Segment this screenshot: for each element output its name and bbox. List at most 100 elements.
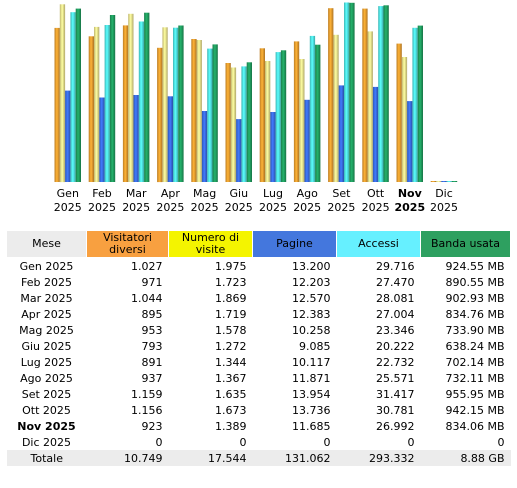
table-row: Mar 2025 1.044 1.869 12.570 28.081 902.93 MB (7, 290, 511, 306)
x-tick-label-month: Mar (126, 187, 147, 200)
cell-visitatori: 891 (141, 355, 163, 369)
monthly-history-chart: Gen 2025 Feb 2025 Mar 2025 Apr 2025 Mag 2025 Giu 20… (0, 0, 517, 222)
bar-visitatori-diversi-mag (191, 39, 197, 182)
table-row: Ott 2025 1.156 1.673 13.736 30.781 942.15 MB (7, 402, 511, 418)
cell-accessi: 293.332 (336, 450, 421, 466)
cell-accessi: 29.716 (376, 259, 415, 273)
bar-banda-usata-nov (417, 25, 423, 182)
header-visite: Numero di visite (168, 230, 253, 258)
cell-pagine: 10.258 (292, 323, 331, 337)
cell-visitatori: 1.044 (131, 291, 163, 305)
table-row: Set 2025 1.159 1.635 13.954 31.417 955.95 MB (7, 386, 511, 402)
table-body: Gen 2025 1.027 1.975 13.200 29.716 924.55 MB F… (6, 258, 511, 466)
cell-visitatori: 793 (141, 339, 163, 353)
x-tick-label-year: 2025 (88, 201, 116, 214)
cell-mese: Lug 2025 (20, 355, 73, 369)
x-tick-label-year: 2025 (259, 201, 287, 214)
bar-accessi-set (344, 2, 350, 182)
cell-pagine: 0 (323, 435, 331, 449)
cell-visite: 1.578 (215, 323, 247, 337)
cell-pagine: 13.200 (292, 259, 331, 273)
cell-accessi: 26.992 (376, 419, 415, 433)
cell-accessi: 27.470 (376, 275, 415, 289)
cell-visitatori: 1.156 (131, 403, 163, 417)
table-row: Giu 2025 793 1.272 9.085 20.222 638.24 MB (7, 338, 511, 354)
cell-pagine: 13.954 (292, 387, 331, 401)
bar-numero-di-visite-mag (196, 40, 202, 182)
bar-accessi-apr (173, 27, 179, 183)
cell-pagine: 13.736 (292, 403, 331, 417)
cell-banda: 902.93 MB (445, 291, 505, 305)
header-accessi: Accessi (336, 230, 421, 258)
cell-mese: Ago 2025 (20, 371, 73, 385)
bar-accessi-mar (138, 21, 145, 182)
x-tick-label-year: 2025 (191, 201, 219, 214)
cell-visite: 1.635 (215, 387, 247, 401)
table-row: Ago 2025 937 1.367 11.871 25.571 732.11 MB (7, 370, 511, 386)
x-tick-label-year: 2025 (327, 201, 355, 214)
table-row: Apr 2025 895 1.719 12.383 27.004 834.76 MB (7, 306, 511, 322)
cell-accessi: 28.081 (376, 291, 415, 305)
cell-mese: Totale (6, 450, 87, 466)
x-tick-label-month: Feb (92, 187, 111, 200)
bar-pagine-lug (270, 112, 276, 182)
bar-accessi-mag (207, 48, 213, 182)
cell-accessi: 0 (407, 435, 415, 449)
cell-banda: 924.55 MB (445, 259, 505, 273)
bar-numero-di-visite-feb (94, 26, 100, 183)
cell-accessi: 20.222 (376, 339, 415, 353)
table-row: Nov 2025 923 1.389 11.685 26.992 834.06 MB (7, 418, 511, 434)
table-header-row: Mese Visitatori diversi Numero di visite… (6, 230, 511, 258)
cell-banda: 733.90 MB (445, 323, 505, 337)
cell-banda: 834.76 MB (445, 307, 505, 321)
cell-banda: 8.88 GB (420, 450, 511, 466)
bar-banda-usata-dic (451, 181, 458, 182)
cell-accessi: 27.004 (376, 307, 415, 321)
cell-visitatori: 1.159 (131, 387, 163, 401)
bar-accessi-gen (70, 12, 76, 183)
bar-numero-di-visite-giu (230, 67, 237, 182)
bar-visitatori-diversi-feb (88, 36, 94, 182)
bar-accessi-giu (241, 66, 247, 182)
x-tick-label-year: 2025 (54, 201, 82, 214)
total-row: Totale 10.749 17.544 131.062 293.332 8.88 GB (6, 450, 511, 466)
bar-banda-usata-gen (75, 8, 81, 182)
cell-banda: 638.24 MB (445, 339, 505, 353)
cell-visite: 1.869 (215, 291, 247, 305)
x-tick-label-year: 2025 (122, 201, 150, 214)
bar-banda-usata-feb (109, 15, 116, 182)
bar-numero-di-visite-set (333, 34, 339, 182)
cell-mese: Giu 2025 (21, 339, 72, 353)
bar-banda-usata-mag (212, 44, 218, 183)
cell-pagine: 131.062 (252, 450, 337, 466)
cell-mese: Mar 2025 (20, 291, 73, 305)
bar-pagine-gen (65, 90, 71, 182)
cell-visitatori: 895 (141, 307, 163, 321)
cell-accessi: 23.346 (376, 323, 415, 337)
x-tick-label-month: Lug (263, 187, 283, 200)
bar-pagine-ott (372, 86, 379, 182)
cell-banda: 702.14 MB (445, 355, 505, 369)
bar-visitatori-diversi-lug (259, 48, 265, 182)
cell-visite: 1.367 (215, 371, 247, 385)
bar-visitatori-diversi-giu (225, 63, 231, 182)
cell-pagine: 9.085 (299, 339, 331, 353)
cell-mese: Apr 2025 (21, 307, 72, 321)
bar-numero-di-visite-mar (128, 13, 134, 182)
bar-pagine-giu (236, 119, 242, 182)
cell-pagine: 12.570 (292, 291, 331, 305)
bar-numero-di-visite-ago (299, 59, 305, 182)
x-tick-label-year: 2025 (430, 201, 458, 214)
cell-mese: Ott 2025 (22, 403, 71, 417)
bar-visitatori-diversi-ott (362, 8, 368, 182)
cell-visite: 1.723 (215, 275, 247, 289)
bar-pagine-mag (201, 111, 208, 182)
cell-banda: 834.06 MB (445, 419, 505, 433)
cell-mese: Feb 2025 (21, 275, 72, 289)
table-row: Lug 2025 891 1.344 10.117 22.732 702.14 MB (7, 354, 511, 370)
cell-mese: Gen 2025 (19, 259, 74, 273)
cell-visitatori: 937 (141, 371, 163, 385)
cell-pagine: 11.685 (292, 419, 331, 433)
bar-numero-di-visite-gen (59, 4, 66, 183)
bar-banda-usata-lug (280, 50, 287, 182)
